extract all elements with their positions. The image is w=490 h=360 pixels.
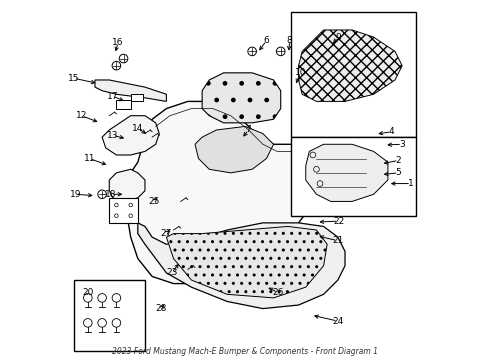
Text: 12: 12	[75, 111, 87, 120]
Polygon shape	[102, 116, 159, 155]
Text: 9: 9	[335, 33, 341, 42]
Text: 23: 23	[166, 268, 177, 277]
Text: 3: 3	[399, 140, 405, 149]
Polygon shape	[306, 144, 388, 202]
Polygon shape	[95, 80, 167, 102]
Text: 22: 22	[333, 217, 344, 226]
Text: 25: 25	[148, 197, 160, 206]
Text: 1: 1	[408, 179, 414, 188]
Text: 10: 10	[294, 68, 306, 77]
Text: 2023 Ford Mustang Mach-E Bumper & Components - Front Diagram 1: 2023 Ford Mustang Mach-E Bumper & Compon…	[112, 347, 378, 356]
Text: 19: 19	[70, 190, 81, 199]
Text: 2: 2	[396, 156, 401, 165]
Text: 26: 26	[272, 288, 284, 297]
Text: 5: 5	[396, 168, 401, 177]
Text: 18: 18	[105, 190, 117, 199]
Text: 13: 13	[107, 131, 119, 140]
Polygon shape	[167, 226, 327, 298]
Text: 20: 20	[82, 288, 94, 297]
Polygon shape	[195, 126, 273, 173]
Text: 4: 4	[389, 127, 394, 136]
Polygon shape	[127, 102, 338, 284]
Polygon shape	[298, 30, 402, 102]
Bar	[292, 137, 416, 216]
Bar	[74, 280, 145, 351]
Text: 15: 15	[68, 74, 79, 83]
Text: 6: 6	[264, 36, 270, 45]
Text: 28: 28	[155, 304, 167, 313]
Polygon shape	[202, 73, 281, 123]
Bar	[292, 12, 416, 137]
Text: 8: 8	[287, 36, 293, 45]
Text: 17: 17	[107, 91, 119, 100]
Text: 16: 16	[112, 38, 124, 47]
Text: 21: 21	[332, 236, 343, 245]
Polygon shape	[138, 223, 345, 309]
Polygon shape	[109, 169, 145, 202]
Text: 14: 14	[132, 124, 144, 133]
Bar	[117, 100, 131, 109]
Text: 24: 24	[332, 316, 343, 325]
Polygon shape	[109, 198, 138, 223]
Bar	[131, 94, 143, 102]
Text: 27: 27	[160, 229, 172, 238]
Text: 11: 11	[84, 154, 96, 163]
Text: 7: 7	[245, 126, 251, 135]
